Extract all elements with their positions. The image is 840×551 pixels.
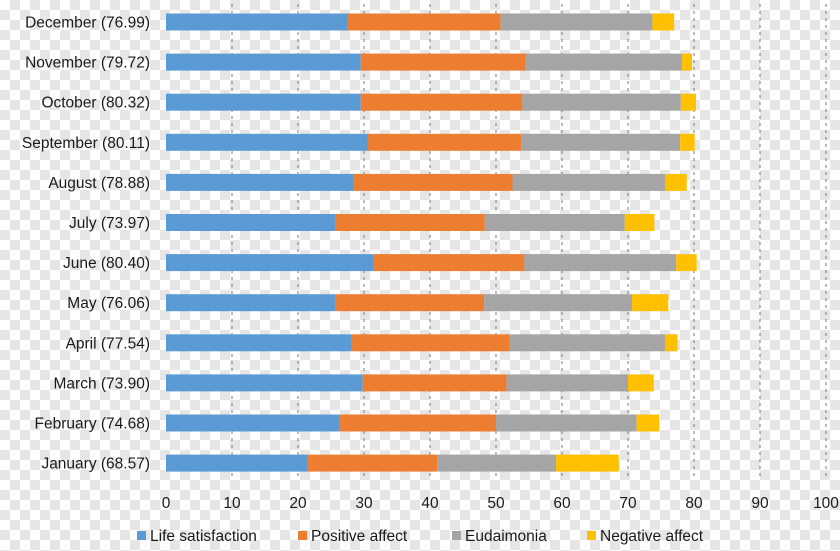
legend-swatch-positive-affect	[298, 531, 307, 540]
bar-positive-affect-8	[351, 334, 510, 352]
x-tick-label: 0	[162, 495, 171, 512]
legend-swatch-eudaimonia	[452, 531, 461, 540]
bar-eudaimonia-5	[484, 214, 625, 231]
x-tick-label: 100	[813, 495, 839, 512]
category-labels: December (76.99) November (79.72) October …	[22, 15, 150, 473]
bar-eudaimonia-4	[512, 173, 665, 191]
bar-life-satisfaction-5	[166, 214, 335, 231]
bar-eudaimonia-6	[524, 254, 677, 272]
bar-eudaimonia-1	[525, 53, 683, 71]
bar-positive-affect-5	[334, 214, 485, 231]
grid-lines	[231, 4, 827, 478]
x-tick-label: 70	[619, 495, 637, 512]
x-tick-label: 30	[355, 495, 373, 512]
bar-negative-affect-8	[664, 334, 678, 352]
bar-positive-affect-11	[307, 454, 438, 472]
x-tick-label: 90	[751, 495, 769, 512]
bar-positive-affect-6	[373, 254, 525, 272]
bar-negative-affect-7	[631, 294, 669, 312]
bar-negative-affect-9	[628, 374, 654, 392]
category-label: October (80.32)	[41, 95, 150, 112]
x-tick-label: 80	[685, 495, 703, 512]
category-label: December (76.99)	[25, 15, 150, 32]
bar-negative-affect-6	[676, 254, 697, 272]
bar-negative-affect-5	[624, 214, 655, 231]
bar-life-satisfaction-3	[166, 133, 368, 151]
bar-life-satisfaction-6	[166, 254, 374, 272]
category-label: April (77.54)	[66, 335, 150, 352]
category-label: January (68.57)	[41, 456, 150, 473]
category-label: June (80.40)	[63, 255, 150, 272]
bar-eudaimonia-11	[437, 454, 557, 472]
legend-swatch-life-satisfaction	[137, 531, 146, 540]
category-label: July (73.97)	[69, 215, 150, 232]
category-label: September (80.11)	[22, 135, 150, 152]
category-label: November (79.72)	[25, 55, 150, 72]
category-label: February (74.68)	[35, 416, 150, 433]
bar-negative-affect-2	[680, 93, 696, 111]
bar-positive-affect-9	[362, 374, 507, 392]
legend-swatch-negative-affect	[587, 531, 596, 540]
x-tick-label: 20	[289, 495, 307, 512]
bars	[166, 13, 697, 472]
bar-life-satisfaction-8	[166, 334, 352, 352]
bar-positive-affect-4	[353, 173, 513, 191]
bar-negative-affect-3	[680, 133, 695, 151]
bar-negative-affect-1	[682, 53, 693, 71]
x-tick-labels: 0 10 20 30 40 50 60 70 80 90 100	[162, 495, 840, 512]
legend: Life satisfaction Positive affect Eudaimon…	[137, 528, 704, 545]
bar-positive-affect-7	[334, 294, 485, 312]
bar-life-satisfaction-7	[166, 294, 335, 312]
category-label: May (76.06)	[67, 295, 150, 312]
bar-eudaimonia-9	[506, 374, 628, 392]
legend-label: Negative affect	[600, 528, 704, 545]
bar-eudaimonia-3	[521, 133, 681, 151]
bar-life-satisfaction-0	[166, 13, 348, 31]
bar-life-satisfaction-4	[166, 173, 354, 191]
bar-positive-affect-2	[360, 93, 523, 111]
x-tick-label: 50	[487, 495, 505, 512]
bar-life-satisfaction-9	[166, 374, 363, 392]
x-tick-label: 60	[553, 495, 571, 512]
category-label: August (78.88)	[48, 175, 150, 192]
bar-eudaimonia-8	[509, 334, 665, 352]
bar-eudaimonia-0	[500, 13, 653, 31]
bar-life-satisfaction-11	[166, 454, 308, 472]
bar-positive-affect-3	[367, 133, 522, 151]
bar-negative-affect-0	[652, 13, 675, 31]
bar-eudaimonia-7	[484, 294, 632, 312]
bar-negative-affect-4	[664, 173, 687, 191]
legend-label: Life satisfaction	[150, 528, 257, 545]
bar-negative-affect-11	[556, 454, 619, 472]
bar-positive-affect-10	[339, 414, 496, 432]
bar-life-satisfaction-2	[166, 93, 361, 111]
bar-positive-affect-1	[360, 53, 526, 71]
bar-positive-affect-0	[347, 13, 501, 31]
bar-life-satisfaction-1	[166, 53, 361, 71]
x-tick-label: 40	[421, 495, 439, 512]
legend-label: Positive affect	[311, 528, 408, 545]
bar-life-satisfaction-10	[166, 414, 340, 432]
bar-eudaimonia-2	[522, 93, 681, 111]
bar-eudaimonia-10	[496, 414, 637, 432]
category-label: March (73.90)	[54, 375, 150, 392]
x-tick-label: 10	[223, 495, 241, 512]
legend-label: Eudaimonia	[465, 528, 547, 545]
bar-negative-affect-10	[636, 414, 660, 432]
